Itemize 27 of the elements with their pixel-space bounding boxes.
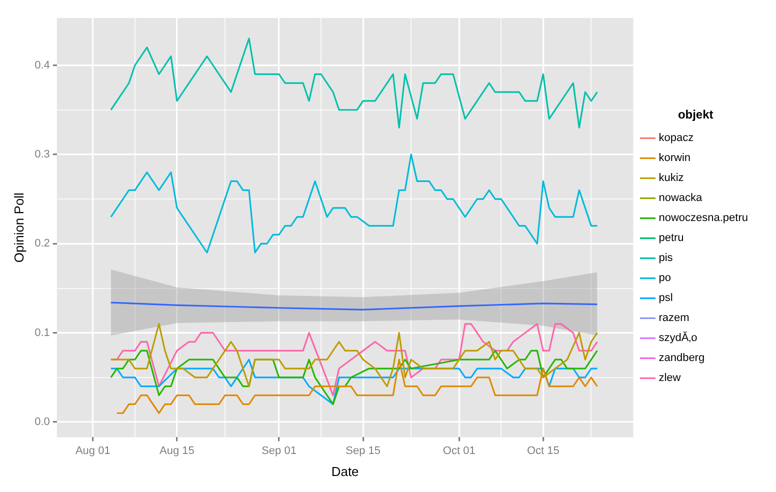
legend-label: kukiz: [658, 172, 684, 184]
legend-label: zandberg: [658, 352, 705, 364]
y-axis-title: Opinion Poll: [11, 192, 26, 263]
legend-label: pis: [658, 252, 674, 264]
y-tick-label: 0.4: [34, 59, 50, 72]
x-tick-label: Aug 01: [75, 444, 110, 457]
y-tick-label: 0.0: [34, 416, 50, 428]
legend-label: petru: [658, 232, 684, 244]
y-tick-label: 0.2: [34, 238, 50, 250]
x-tick-label: Aug 15: [160, 444, 194, 457]
legend-title: objekt: [678, 108, 714, 122]
legend-label: po: [658, 272, 671, 284]
x-tick-label: Oct 15: [526, 444, 560, 457]
y-tick-label: 0.3: [34, 148, 50, 160]
legend-label: szydĂ‚o: [658, 331, 698, 344]
legend-label: zlew: [658, 372, 681, 384]
x-tick-label: Oct 01: [442, 444, 476, 457]
legend-label: kopacz: [658, 132, 694, 144]
legend-label: razem: [658, 312, 690, 324]
legend-label: psl: [658, 292, 673, 304]
legend-label: nowoczesna.petru: [658, 212, 748, 224]
x-axis-title: Date: [331, 464, 359, 479]
y-tick-label: 0.1: [34, 326, 50, 339]
legend-label: korwin: [658, 152, 691, 164]
x-tick-label: Sep 15: [346, 444, 381, 457]
legend-label: nowacka: [658, 192, 704, 204]
x-tick-label: Sep 01: [262, 444, 296, 457]
